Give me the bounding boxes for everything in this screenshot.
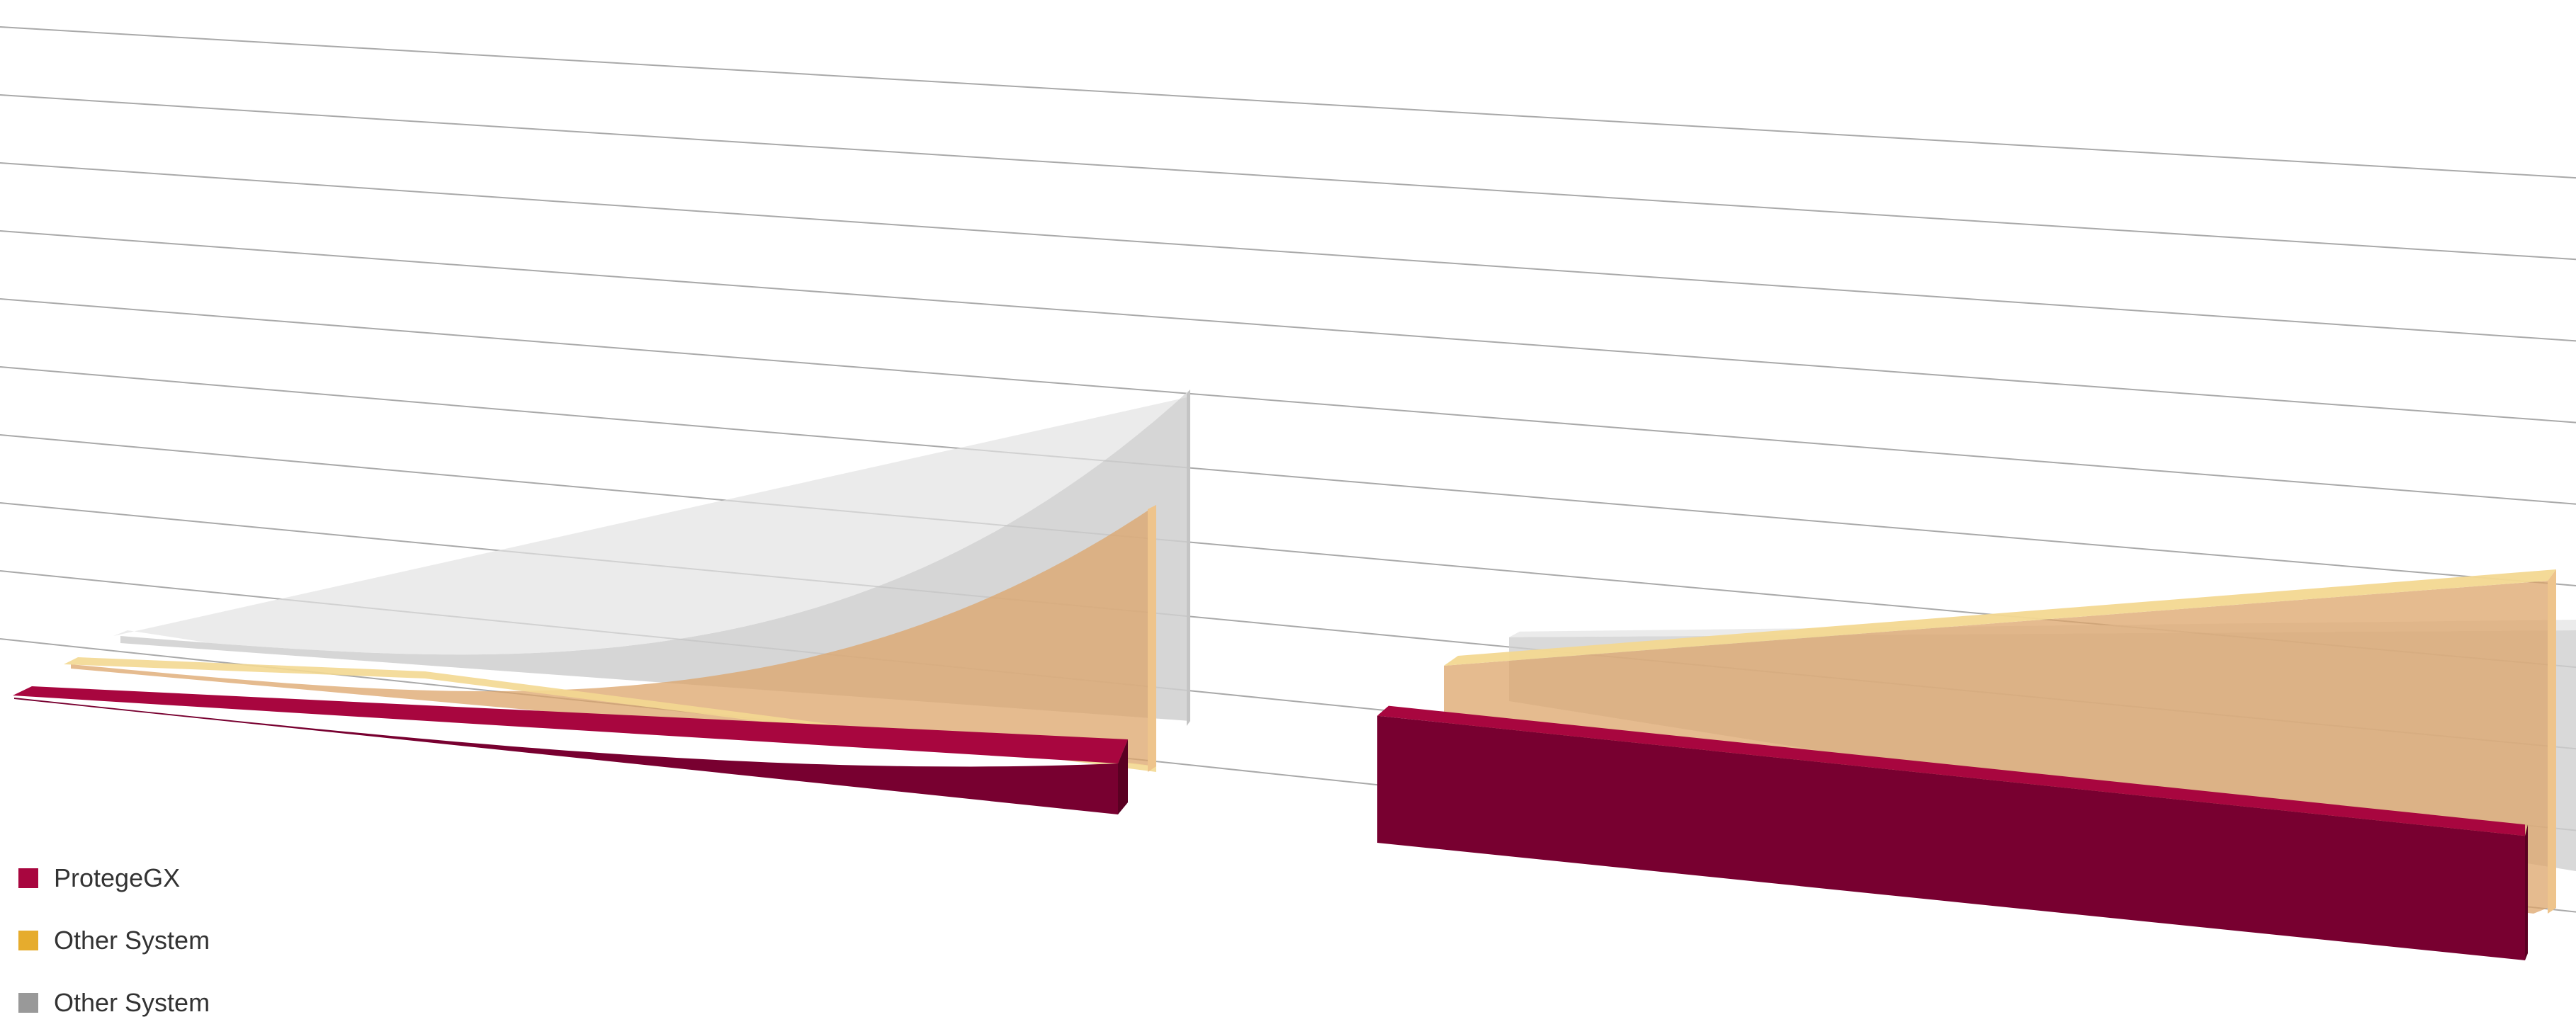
area-orange-right-side <box>2548 569 2556 914</box>
legend-item-other-system-gray: Other System <box>18 972 210 1034</box>
gridline <box>0 230 2576 424</box>
area-red-left-side <box>1118 739 1128 814</box>
area-orange-right-top <box>1444 569 2556 666</box>
area-red-right-front <box>1377 715 2525 960</box>
legend-label-other-system-orange: Other System <box>54 926 210 955</box>
area-red-right-side <box>2525 824 2528 960</box>
legend-label-other-system-gray: Other System <box>54 988 210 1017</box>
legend-item-other-system-orange: Other System <box>18 909 210 972</box>
legend-item-protegegx: ProtegeGX <box>18 847 210 909</box>
legend-swatch-other-system-orange <box>18 931 38 950</box>
legend-swatch-other-system-gray <box>18 993 38 1013</box>
legend-label-protegegx: ProtegeGX <box>54 863 181 892</box>
area-gray-left-top <box>113 390 1190 655</box>
legend: ProtegeGX Other System Other System <box>18 847 210 1034</box>
area-red-right-top <box>1377 705 2525 836</box>
area-red-left-front <box>14 698 1118 814</box>
area-orange-left-side <box>1148 505 1156 772</box>
gridline <box>0 94 2576 261</box>
gridline <box>0 298 2576 505</box>
area-orange-left <box>71 505 1156 766</box>
area-red-left-top <box>13 686 1128 763</box>
gridline <box>0 366 2576 586</box>
gridline <box>0 162 2576 342</box>
gridline <box>0 26 2576 179</box>
area-gray-left-side <box>1187 390 1190 726</box>
legend-swatch-protegegx <box>18 868 38 888</box>
